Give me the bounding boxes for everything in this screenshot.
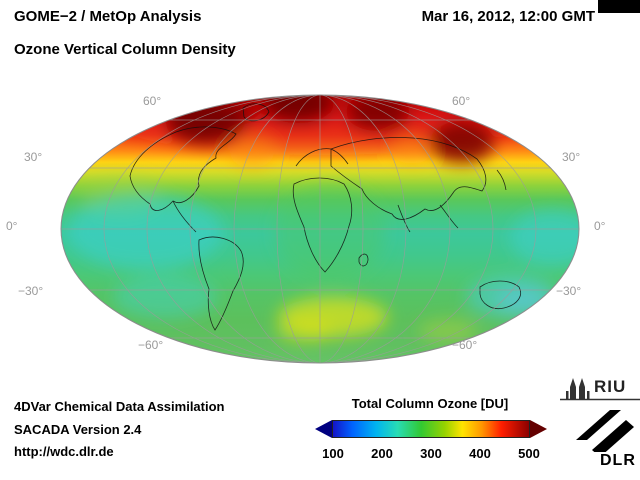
riu-cathedral-icon: [560, 378, 640, 401]
lat-label-60s-left: −60°: [138, 338, 164, 352]
colorbar-tick-400: 400: [469, 446, 491, 461]
colorbar-gradient: [332, 420, 530, 438]
title-line-1: GOME−2 / MetOp Analysis: [14, 8, 202, 25]
dlr-logo-icon: [576, 410, 634, 452]
footer-version: SACADA Version 2.4: [14, 422, 142, 437]
lat-label-60n-left: 60°: [143, 94, 162, 108]
ozone-field: [61, 95, 579, 363]
colorbar-tick-300: 300: [420, 446, 442, 461]
lat-label-30n-right: 30°: [562, 150, 581, 164]
footer-assimilation: 4DVar Chemical Data Assimilation: [14, 399, 225, 414]
lat-label-60s-right: −60°: [452, 338, 478, 352]
lat-label-60n-right: 60°: [452, 94, 471, 108]
lat-label-0-right: 0°: [594, 219, 606, 233]
riu-logo-text: RIU: [594, 377, 627, 396]
colorbar-left-arrow: [315, 420, 332, 438]
corner-black-box: [598, 0, 640, 13]
graticule: [61, 95, 579, 363]
footer-url: http://wdc.dlr.de: [14, 444, 114, 459]
timestamp: Mar 16, 2012, 12:00 GMT: [421, 8, 595, 25]
dlr-logo-text: DLR: [600, 452, 636, 469]
coastlines: [129, 103, 521, 331]
colorbar-title: Total Column Ozone [DU]: [351, 396, 509, 411]
colorbar-tick-100: 100: [322, 446, 344, 461]
lat-label-30s-right: −30°: [556, 284, 582, 298]
colorbar-tick-500: 500: [518, 446, 540, 461]
colorbar-tick-200: 200: [371, 446, 393, 461]
title-line-2: Ozone Vertical Column Density: [14, 41, 236, 58]
lat-label-0-left: 0°: [6, 219, 18, 233]
lat-label-30n-left: 30°: [24, 150, 43, 164]
map-boundary-ellipse: [60, 94, 580, 364]
colorbar-right-arrow: [530, 420, 547, 438]
lat-label-30s-left: −30°: [18, 284, 44, 298]
